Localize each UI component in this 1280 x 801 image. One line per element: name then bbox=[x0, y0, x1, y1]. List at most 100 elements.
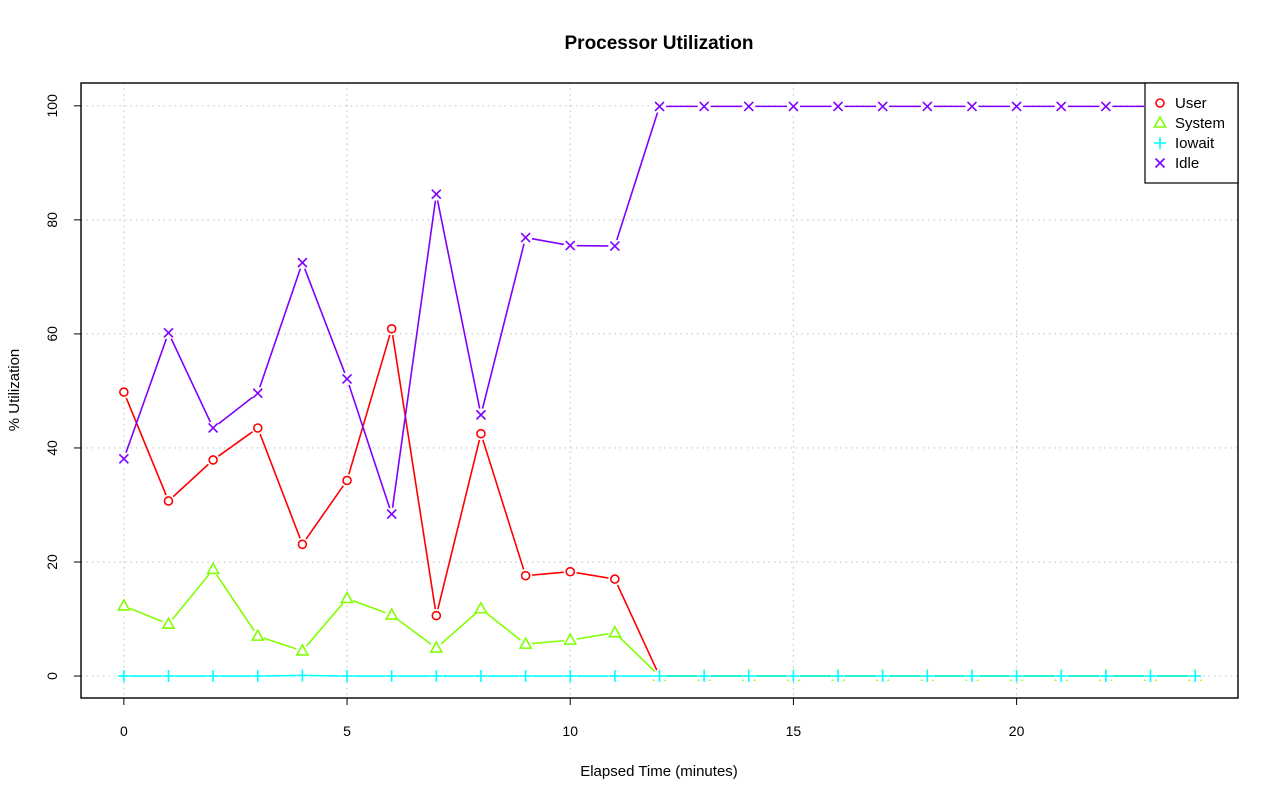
x-axis: 0 5 10 15 20 bbox=[120, 698, 1025, 739]
series-line-user bbox=[123, 328, 1196, 677]
legend-marker-iowait bbox=[1154, 137, 1166, 149]
x-tick-label: 15 bbox=[786, 723, 802, 739]
plot-frame bbox=[80, 82, 1239, 699]
data-point-idle bbox=[386, 509, 397, 520]
data-point-iowait bbox=[1189, 670, 1202, 683]
chart-title: Processor Utilization bbox=[565, 33, 754, 54]
series-iowait bbox=[117, 668, 1202, 683]
data-point-user bbox=[431, 610, 442, 621]
data-point-iowait bbox=[608, 670, 621, 683]
data-point-idle bbox=[832, 101, 844, 112]
y-tick-label: 20 bbox=[44, 554, 60, 570]
data-point-system bbox=[474, 601, 488, 614]
data-point-system bbox=[250, 628, 265, 641]
data-point-idle bbox=[208, 422, 219, 434]
data-point-system bbox=[295, 643, 310, 656]
data-point-idle bbox=[966, 101, 978, 112]
data-point-system bbox=[116, 598, 131, 611]
data-point-user bbox=[208, 455, 218, 465]
data-point-user bbox=[386, 323, 397, 334]
data-point-idle bbox=[297, 257, 308, 268]
series-user bbox=[117, 322, 1202, 683]
y-tick-label: 60 bbox=[44, 326, 60, 342]
data-point-iowait bbox=[742, 670, 755, 683]
data-point-idle bbox=[922, 101, 933, 112]
x-tick-label: 20 bbox=[1009, 723, 1025, 739]
data-point-user bbox=[297, 539, 308, 550]
data-point-idle bbox=[252, 388, 263, 399]
data-point-iowait bbox=[474, 670, 487, 683]
data-point-iowait bbox=[1144, 670, 1157, 683]
data-point-idle bbox=[163, 327, 174, 338]
data-point-user bbox=[163, 496, 174, 506]
y-tick-label: 0 bbox=[44, 672, 60, 680]
series-layer bbox=[116, 99, 1203, 683]
data-point-idle bbox=[431, 189, 442, 200]
data-point-iowait bbox=[1010, 670, 1023, 683]
y-axis: 0 20 40 60 80 100 bbox=[44, 94, 81, 680]
legend-label-idle: Idle bbox=[1175, 155, 1199, 172]
y-axis-label: % Utilization bbox=[6, 349, 23, 432]
legend-label-system: System bbox=[1175, 115, 1225, 132]
data-point-iowait bbox=[653, 670, 666, 683]
data-point-idle bbox=[1056, 101, 1067, 112]
data-point-iowait bbox=[430, 670, 443, 683]
y-tick-label: 40 bbox=[44, 440, 60, 456]
data-point-iowait bbox=[385, 670, 398, 683]
data-point-iowait bbox=[876, 670, 889, 683]
data-point-system bbox=[608, 625, 622, 638]
data-point-idle bbox=[1100, 101, 1111, 112]
data-point-idle bbox=[118, 453, 129, 464]
data-point-iowait bbox=[207, 670, 220, 683]
data-point-idle bbox=[788, 101, 799, 112]
data-point-iowait bbox=[519, 670, 532, 683]
data-point-user bbox=[565, 566, 576, 577]
data-point-iowait bbox=[162, 670, 175, 683]
x-axis-label: Elapsed Time (minutes) bbox=[580, 763, 738, 780]
legend: User System Iowait Idle bbox=[1144, 82, 1239, 184]
data-point-idle bbox=[743, 101, 754, 112]
data-point-idle bbox=[877, 101, 888, 112]
data-point-iowait bbox=[251, 670, 264, 683]
data-point-iowait bbox=[698, 670, 711, 683]
data-point-iowait bbox=[921, 670, 934, 683]
data-point-system bbox=[161, 616, 176, 629]
data-point-iowait bbox=[965, 670, 978, 683]
data-point-iowait bbox=[296, 669, 309, 682]
data-point-iowait bbox=[1055, 670, 1068, 683]
series-line-idle bbox=[123, 105, 1196, 515]
data-point-iowait bbox=[832, 670, 845, 683]
data-point-system bbox=[206, 561, 220, 575]
data-point-user bbox=[610, 574, 620, 584]
legend-marker-idle bbox=[1154, 157, 1166, 169]
legend-marker-system bbox=[1153, 115, 1167, 128]
data-point-idle bbox=[565, 240, 576, 251]
y-tick-label: 80 bbox=[44, 212, 60, 228]
data-point-idle bbox=[475, 409, 487, 420]
data-point-idle bbox=[341, 373, 353, 385]
data-point-idle bbox=[1011, 101, 1022, 112]
data-point-idle bbox=[654, 101, 665, 112]
data-point-user bbox=[119, 387, 129, 397]
series-line-system bbox=[123, 568, 1196, 677]
data-point-system bbox=[340, 590, 354, 604]
data-point-user bbox=[476, 428, 486, 439]
series-idle bbox=[117, 99, 1202, 521]
data-point-iowait bbox=[117, 670, 130, 683]
data-point-user bbox=[520, 570, 531, 581]
data-point-idle bbox=[699, 101, 710, 112]
data-point-iowait bbox=[564, 670, 577, 683]
data-point-system bbox=[429, 640, 444, 653]
legend-label-user: User bbox=[1175, 95, 1207, 112]
data-point-user bbox=[342, 475, 352, 486]
data-point-idle bbox=[609, 241, 620, 252]
data-point-system bbox=[384, 607, 399, 620]
data-point-system bbox=[563, 632, 578, 645]
x-tick-label: 0 bbox=[120, 723, 128, 739]
legend-marker-user bbox=[1155, 98, 1165, 108]
data-point-user bbox=[252, 423, 263, 433]
data-point-idle bbox=[520, 232, 531, 243]
data-point-system bbox=[518, 636, 533, 649]
data-point-iowait bbox=[787, 670, 800, 683]
